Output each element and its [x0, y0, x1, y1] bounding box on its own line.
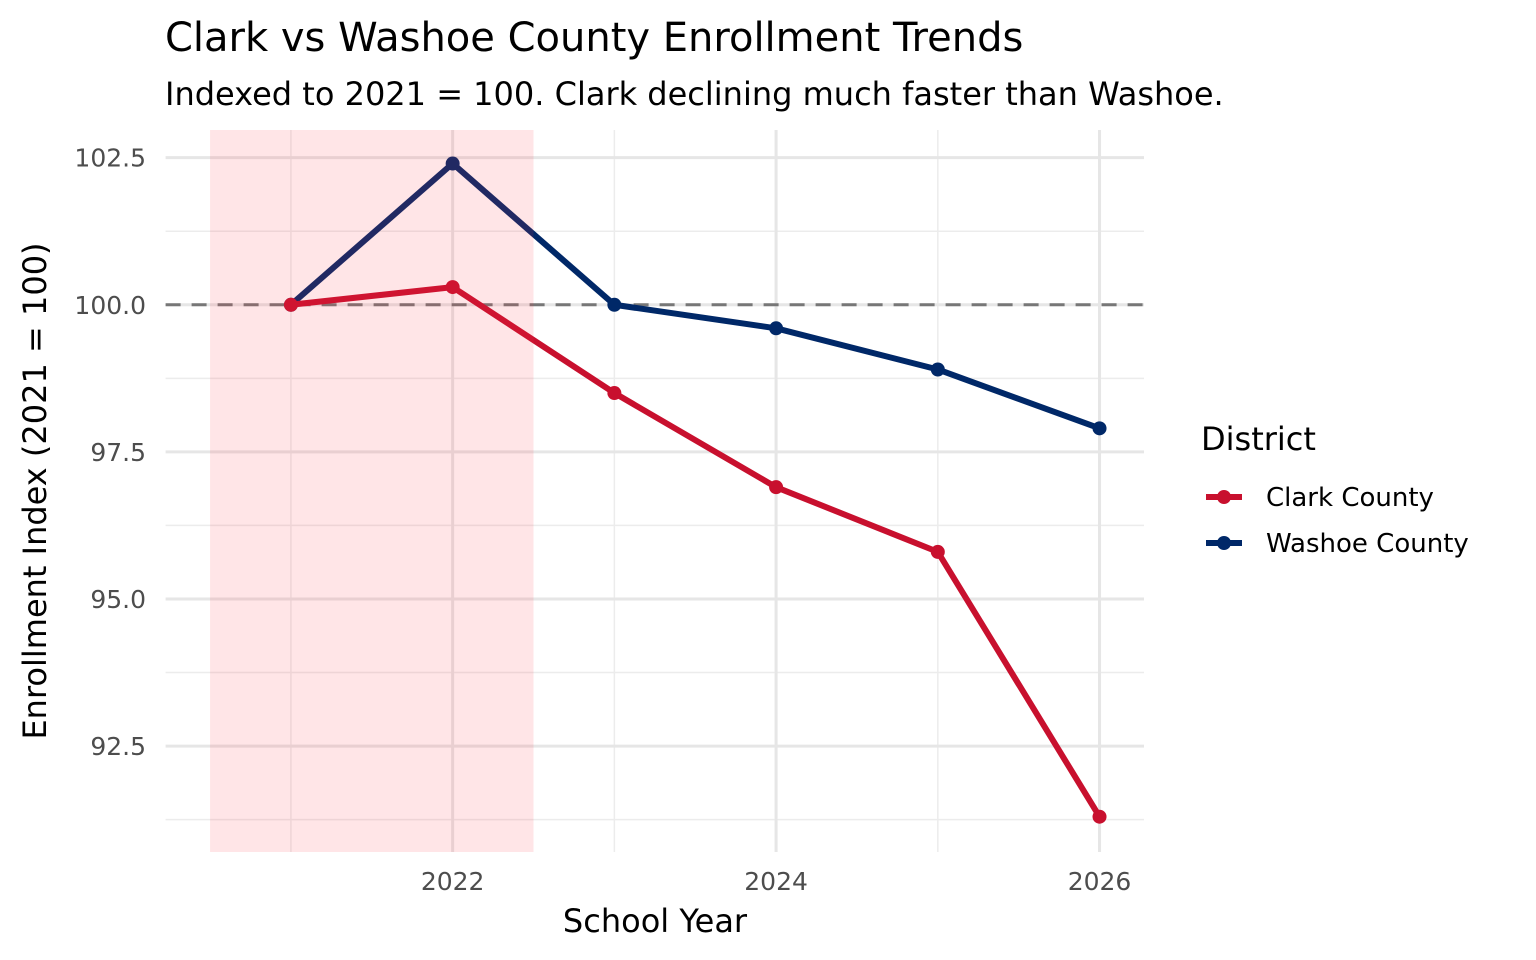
- legend-label: Clark County: [1266, 483, 1434, 513]
- shaded-region-group: [210, 130, 534, 852]
- x-axis-label: School Year: [563, 902, 748, 940]
- data-point: [769, 321, 784, 336]
- chart-subtitle: Indexed to 2021 = 100. Clark declining m…: [165, 75, 1224, 113]
- legend-title: District: [1201, 420, 1316, 458]
- y-tick-label: 102.5: [74, 144, 146, 173]
- x-tick-label: 2024: [744, 867, 808, 896]
- chart-title: Clark vs Washoe County Enrollment Trends: [165, 15, 1023, 61]
- x-tick-label: 2022: [421, 867, 485, 896]
- data-point: [445, 156, 460, 171]
- data-point: [769, 480, 784, 495]
- data-point: [930, 544, 945, 559]
- series-line: [288, 160, 1101, 432]
- y-tick-label: 95.0: [90, 585, 146, 614]
- data-point: [607, 297, 622, 312]
- y-tick-label: 92.5: [90, 732, 146, 761]
- legend-label: Washoe County: [1266, 529, 1469, 559]
- data-point: [607, 386, 622, 401]
- y-tick-labels: 92.5 95.0 97.5 100.0 102.5: [74, 144, 146, 761]
- x-tick-label: 2026: [1068, 867, 1132, 896]
- legend: District Clark County Washoe County: [1201, 420, 1469, 559]
- y-axis-label: Enrollment Index (2021 = 100): [16, 242, 54, 739]
- data-point: [1092, 809, 1107, 824]
- data-point: [445, 280, 460, 295]
- y-tick-label: 100.0: [74, 291, 146, 320]
- legend-key-point: [1217, 536, 1231, 550]
- data-point: [283, 297, 298, 312]
- data-point: [930, 362, 945, 377]
- data-point: [1092, 421, 1107, 436]
- shaded-region: [210, 130, 534, 852]
- y-tick-label: 97.5: [90, 438, 146, 467]
- legend-key-point: [1217, 490, 1231, 504]
- x-tick-labels: 2022 2024 2026: [421, 867, 1132, 896]
- series-group: [283, 156, 1107, 824]
- series-line: [290, 284, 1103, 819]
